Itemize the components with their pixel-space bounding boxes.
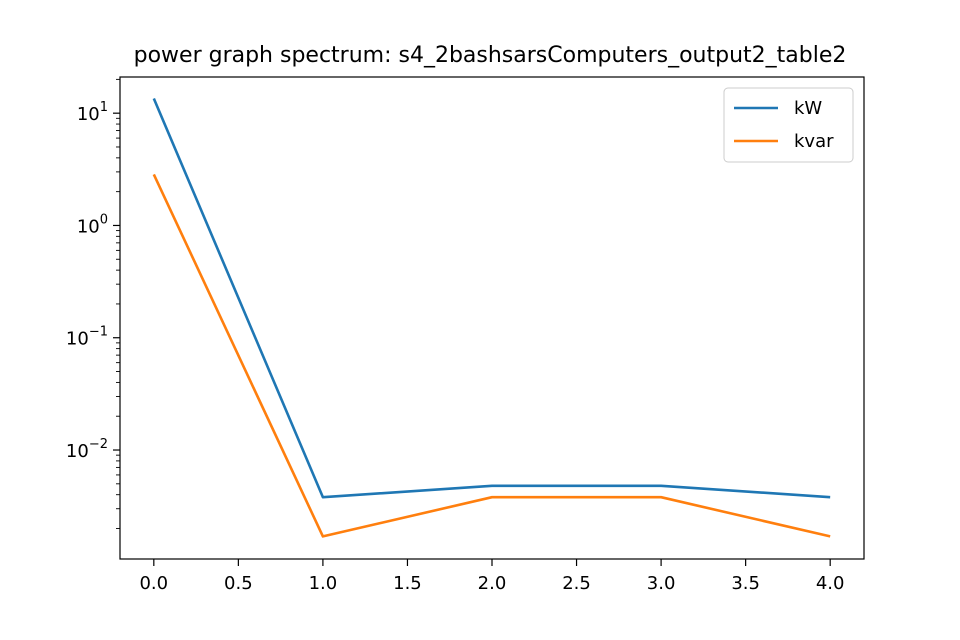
x-tick-label: 1.5 — [393, 573, 422, 594]
x-tick-label: 0.0 — [139, 573, 168, 594]
x-tick-label: 3.0 — [647, 573, 676, 594]
x-tick-label: 0.5 — [224, 573, 253, 594]
plot-frame — [119, 76, 865, 560]
legend: kW kvar — [723, 87, 854, 163]
legend-entries: kW kvar — [734, 98, 834, 152]
series-layer — [152, 98, 831, 538]
x-tick-label: 4.0 — [816, 573, 845, 594]
y-tick-label: 10−2 — [66, 437, 108, 462]
x-tick-label: 2.5 — [562, 573, 591, 594]
y-tick-label: 100 — [77, 212, 108, 237]
chart-title: power graph spectrum: s4_2bashsarsComput… — [134, 43, 847, 68]
x-tick-label: 1.0 — [309, 573, 338, 594]
y-tick-label: 10−1 — [66, 325, 108, 350]
y-minor-ticks — [116, 78, 120, 529]
legend-label-kvar: kvar — [794, 131, 834, 152]
x-axis: 0.0 0.5 1.0 1.5 2.0 2.5 3.0 3.5 4.0 — [139, 559, 845, 594]
x-tick-label: 3.5 — [731, 573, 760, 594]
x-tick-label: 2.0 — [478, 573, 507, 594]
y-axis: 101 100 10−1 10−2 — [66, 100, 120, 462]
y-tick-label: 101 — [77, 100, 108, 125]
legend-label-kW: kW — [794, 98, 822, 119]
legend-box — [723, 87, 854, 163]
